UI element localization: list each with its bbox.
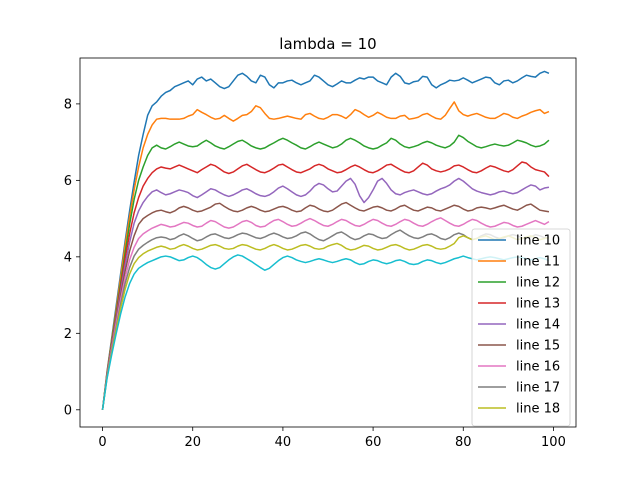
y-tick-label-4: 8 bbox=[64, 97, 72, 112]
series-line-2 bbox=[101, 134, 550, 410]
legend-label-0: line 10 bbox=[516, 234, 560, 249]
legend-label-8: line 18 bbox=[516, 402, 560, 417]
x-tick-label-1: 20 bbox=[184, 435, 201, 450]
series-line-4 bbox=[101, 177, 550, 410]
legend-label-7: line 17 bbox=[516, 381, 560, 396]
y-tick-label-3: 6 bbox=[64, 174, 72, 189]
series-line-6 bbox=[101, 217, 550, 410]
legend-label-1: line 11 bbox=[516, 255, 560, 270]
series-line-3 bbox=[101, 161, 550, 410]
legend: line 10 line 11 line 12 line 13 line 14 line … bbox=[471, 228, 571, 427]
x-tick-label-4: 80 bbox=[455, 435, 472, 450]
x-tick-label-3: 60 bbox=[365, 435, 382, 450]
x-tick-label-0: 0 bbox=[98, 435, 106, 450]
series-line-5 bbox=[101, 201, 550, 410]
legend-label-5: line 15 bbox=[516, 339, 560, 354]
legend-label-2: line 12 bbox=[516, 276, 560, 291]
legend-label-3: line 13 bbox=[516, 297, 560, 312]
y-tick-label-1: 2 bbox=[64, 327, 72, 342]
y-tick-label-0: 0 bbox=[64, 403, 72, 418]
series-line-1 bbox=[101, 101, 550, 410]
legend-box bbox=[471, 228, 571, 427]
y-axis: 0 2 4 6 8 bbox=[64, 97, 80, 418]
y-tick-label-2: 4 bbox=[64, 250, 72, 265]
plot-frame bbox=[79, 57, 577, 428]
series-line-0 bbox=[101, 70, 550, 410]
chart-title: lambda = 10 bbox=[279, 35, 376, 53]
x-tick-label-2: 40 bbox=[275, 435, 292, 450]
legend-label-6: line 16 bbox=[516, 360, 560, 375]
legend-label-4: line 14 bbox=[516, 318, 560, 333]
x-tick-label-5: 100 bbox=[541, 435, 566, 450]
x-axis: 0 20 40 60 80 100 bbox=[98, 427, 566, 450]
